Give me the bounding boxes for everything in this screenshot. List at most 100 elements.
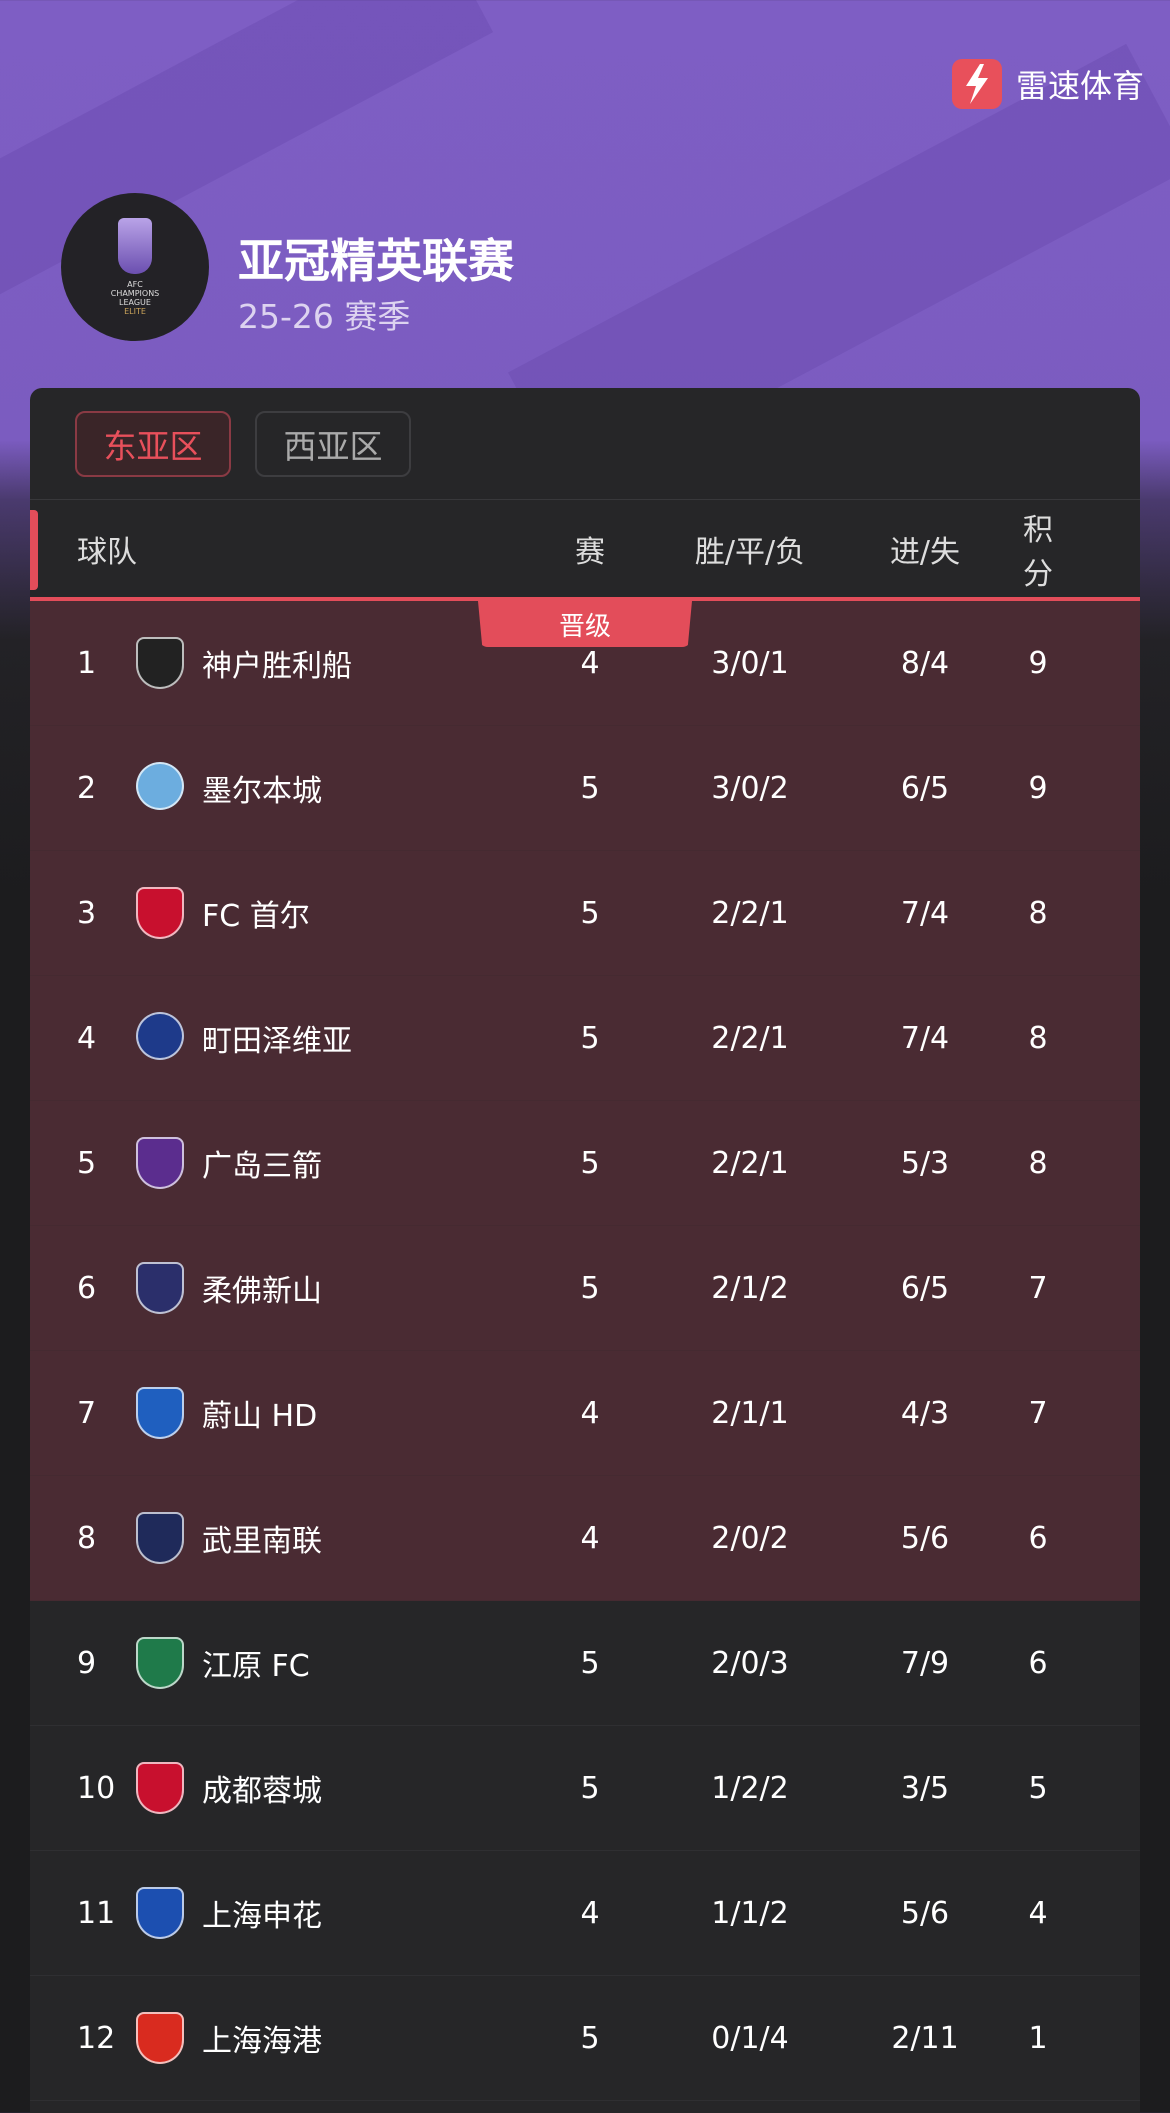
team-name: 神户胜利船: [202, 649, 352, 684]
points: 5: [1028, 1770, 1048, 1806]
header-played: 赛: [575, 534, 605, 570]
team-rank: 7: [77, 1395, 97, 1431]
win-draw-loss: 0/1/4: [711, 2020, 789, 2056]
win-draw-loss: 2/2/1: [711, 895, 789, 931]
played: 5: [580, 1145, 600, 1181]
win-draw-loss: 3/0/1: [711, 645, 789, 681]
team-name: 蔚山 HD: [202, 1399, 318, 1434]
team-rank: 12: [77, 2020, 116, 2056]
team-rank: 5: [77, 1145, 97, 1181]
team-crest-icon: [136, 2012, 184, 2064]
trophy-icon: [118, 218, 152, 274]
team-crest-icon: [136, 1387, 184, 1439]
table-row[interactable]: 2 墨尔本城 5 3/0/2 6/5 9: [30, 726, 1140, 851]
played: 5: [580, 1770, 600, 1806]
win-draw-loss: 2/2/1: [711, 1145, 789, 1181]
team-rank: 8: [77, 1520, 97, 1556]
season-label: 25-26 赛季: [238, 297, 411, 336]
goals-for-against: 6/5: [900, 770, 950, 806]
brand-watermark: 雷速体育: [952, 59, 1144, 109]
team-rank: 9: [77, 1645, 97, 1681]
goals-for-against: 5/6: [900, 1520, 950, 1556]
win-draw-loss: 2/0/3: [711, 1645, 789, 1681]
table-row[interactable]: 6 柔佛新山 5 2/1/2 6/5 7: [30, 1226, 1140, 1351]
win-draw-loss: 1/2/2: [711, 1770, 789, 1806]
goals-for-against: 3/5: [900, 1770, 950, 1806]
goals-for-against: 7/4: [900, 1020, 950, 1056]
played: 5: [580, 1270, 600, 1306]
table-row[interactable]: 9 江原 FC 5 2/0/3 7/9 6: [30, 1601, 1140, 1726]
points: 6: [1028, 1645, 1048, 1681]
team-crest-icon: [136, 762, 184, 814]
team-rank: 11: [77, 1895, 116, 1931]
win-draw-loss: 2/1/1: [711, 1395, 789, 1431]
goals-for-against: 7/9: [900, 1645, 950, 1681]
win-draw-loss: 3/0/2: [711, 770, 789, 806]
played: 4: [580, 645, 600, 681]
goals-for-against: 7/4: [900, 895, 950, 931]
team-rank: 6: [77, 1270, 97, 1306]
promotion-marker: [30, 510, 38, 590]
played: 5: [580, 1645, 600, 1681]
table-row[interactable]: 7 蔚山 HD 4 2/1/1 4/3 7: [30, 1351, 1140, 1476]
team-rank: 3: [77, 895, 97, 931]
win-draw-loss: 2/1/2: [711, 1270, 789, 1306]
tab-east-asia[interactable]: 东亚区: [75, 411, 231, 477]
win-draw-loss: 1/1/2: [711, 1895, 789, 1931]
team-crest-icon: [136, 637, 184, 689]
brand-name: 雷速体育: [1016, 67, 1145, 105]
goals-for-against: 5/6: [900, 1895, 950, 1931]
team-name: 上海海港: [202, 2024, 322, 2059]
team-rank: 10: [77, 1770, 116, 1806]
table-row[interactable]: 3 FC 首尔 5 2/2/1 7/4 8: [30, 851, 1140, 976]
team-name: 广岛三箭: [202, 1149, 322, 1184]
points: 8: [1028, 1020, 1048, 1056]
points: 9: [1028, 770, 1048, 806]
points: 8: [1028, 895, 1048, 931]
played: 4: [580, 1895, 600, 1931]
team-crest-icon: [136, 1637, 184, 1689]
table-row[interactable]: 11 上海申花 4 1/1/2 5/6 4: [30, 1851, 1140, 1976]
tab-west-asia[interactable]: 西亚区: [255, 411, 411, 477]
header-goals: 进/失: [889, 534, 961, 570]
points: 8: [1028, 1145, 1048, 1181]
played: 5: [580, 895, 600, 931]
league-logo: AFC CHAMPIONS LEAGUE ELITE: [61, 193, 209, 341]
team-crest-icon: [136, 1137, 184, 1189]
header-team: 球队: [77, 534, 137, 570]
team-name: FC 首尔: [202, 899, 310, 934]
team-crest-icon: [136, 1012, 184, 1064]
played: 5: [580, 1020, 600, 1056]
header-wdl: 胜/平/负: [694, 534, 806, 570]
goals-for-against: 5/3: [900, 1145, 950, 1181]
team-name: 町田泽维亚: [202, 1024, 352, 1059]
team-name: 武里南联: [202, 1524, 322, 1559]
team-name: 柔佛新山: [202, 1274, 322, 1309]
team-crest-icon: [136, 887, 184, 939]
points: 1: [1028, 2020, 1048, 2056]
played: 4: [580, 1520, 600, 1556]
team-crest-icon: [136, 1262, 184, 1314]
table-row[interactable]: 4 町田泽维亚 5 2/2/1 7/4 8: [30, 976, 1140, 1101]
promotion-badge: 晋级: [478, 601, 692, 647]
table-row[interactable]: 12 上海海港 5 0/1/4 2/11 1: [30, 1976, 1140, 2101]
lightning-bolt-icon: [952, 59, 1002, 109]
table-row[interactable]: 8 武里南联 4 2/0/2 5/6 6: [30, 1476, 1140, 1601]
goals-for-against: 2/11: [891, 2020, 959, 2056]
played: 5: [580, 2020, 600, 2056]
region-tabs: 东亚区 西亚区: [30, 388, 1140, 500]
points: 7: [1028, 1395, 1048, 1431]
table-row[interactable]: 10 成都蓉城 5 1/2/2 3/5 5: [30, 1726, 1140, 1851]
played: 5: [580, 770, 600, 806]
win-draw-loss: 2/2/1: [711, 1020, 789, 1056]
team-crest-icon: [136, 1762, 184, 1814]
team-name: 江原 FC: [202, 1649, 310, 1684]
team-name: 上海申花: [202, 1899, 322, 1934]
league-title: 亚冠精英联赛: [238, 234, 514, 288]
standings-card: 东亚区 西亚区 球队 赛 胜/平/负 进/失 积分 晋级 1 神户胜利船 4 3/0/…: [30, 388, 1140, 2113]
team-name: 墨尔本城: [202, 774, 322, 809]
team-crest-icon: [136, 1887, 184, 1939]
team-rank: 1: [77, 645, 97, 681]
goals-for-against: 4/3: [900, 1395, 950, 1431]
table-row[interactable]: 5 广岛三箭 5 2/2/1 5/3 8: [30, 1101, 1140, 1226]
